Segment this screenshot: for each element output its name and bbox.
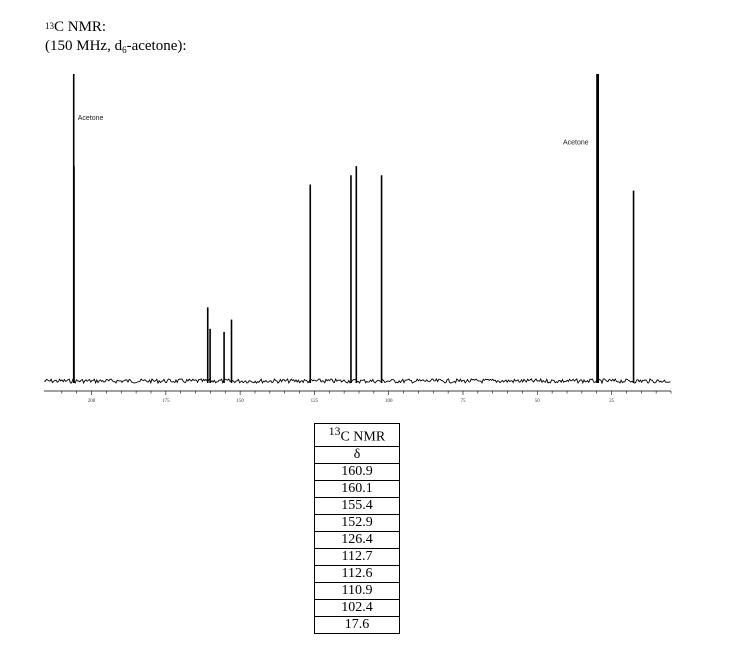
spectrum-title: 13C NMR: — [45, 19, 107, 35]
shift-value-cell: 160.9 — [314, 462, 400, 481]
shift-value-cell: 17.6 — [314, 615, 400, 634]
peak-annotation-label: Acetone — [563, 140, 589, 147]
x-tick-label: 50 — [535, 399, 541, 404]
spectrum-title-block: 13C NMR: (150 MHz, d6-acetone): — [45, 18, 187, 57]
shift-value-cell: 155.4 — [314, 496, 400, 515]
x-tick-label: 150 — [236, 399, 244, 404]
shift-value-cell: 152.9 — [314, 513, 400, 532]
x-tick-label: 125 — [311, 399, 319, 404]
x-axis: 200 175 150 125 100 75 50 25 — [44, 390, 672, 404]
nmr-spectrum-chart: 200 175 150 125 100 75 50 25 Acetone Acetone — [43, 74, 672, 404]
table-row: 17.6 — [314, 615, 400, 634]
table-row: 160.1 — [314, 479, 400, 498]
spectrum-baseline — [43, 377, 671, 385]
shift-value-cell: 112.6 — [314, 564, 400, 583]
peak-annotations: Acetone Acetone — [78, 115, 589, 147]
spectrum-conditions: (150 MHz, d6-acetone): — [45, 38, 187, 55]
shift-value-cell: 112.7 — [314, 547, 400, 566]
x-tick-label: 100 — [385, 399, 393, 404]
table-column-cell: δ — [314, 445, 400, 464]
spectrum-peaks — [72, 74, 635, 383]
table-row: 126.4 — [314, 530, 400, 549]
table-row: 110.9 — [314, 581, 400, 600]
table-column-row: δ — [314, 445, 400, 464]
peak-annotation-label: Acetone — [78, 115, 104, 122]
table-row: 102.4 — [314, 598, 400, 617]
baseline-noise — [43, 377, 671, 385]
x-tick-label: 175 — [162, 399, 170, 404]
table-header-cell: 13C NMR — [314, 423, 400, 447]
shift-value-cell: 110.9 — [314, 581, 400, 600]
table-row: 155.4 — [314, 496, 400, 515]
shift-value-cell: 102.4 — [314, 598, 400, 617]
table-row: 152.9 — [314, 513, 400, 532]
table-row: 112.7 — [314, 547, 400, 566]
x-tick-label: 25 — [609, 399, 615, 404]
shift-value-cell: 160.1 — [314, 479, 400, 498]
x-tick-label: 200 — [88, 399, 96, 404]
nmr-shift-table: 13C NMR δ 160.9 160.1 155.4 152.9 126.4 112.7… — [314, 423, 400, 634]
table-row: 112.6 — [314, 564, 400, 583]
shift-value-cell: 126.4 — [314, 530, 400, 549]
x-tick-label: 75 — [460, 399, 466, 404]
table-header-row: 13C NMR — [314, 423, 400, 447]
table-row: 160.9 — [314, 462, 400, 481]
